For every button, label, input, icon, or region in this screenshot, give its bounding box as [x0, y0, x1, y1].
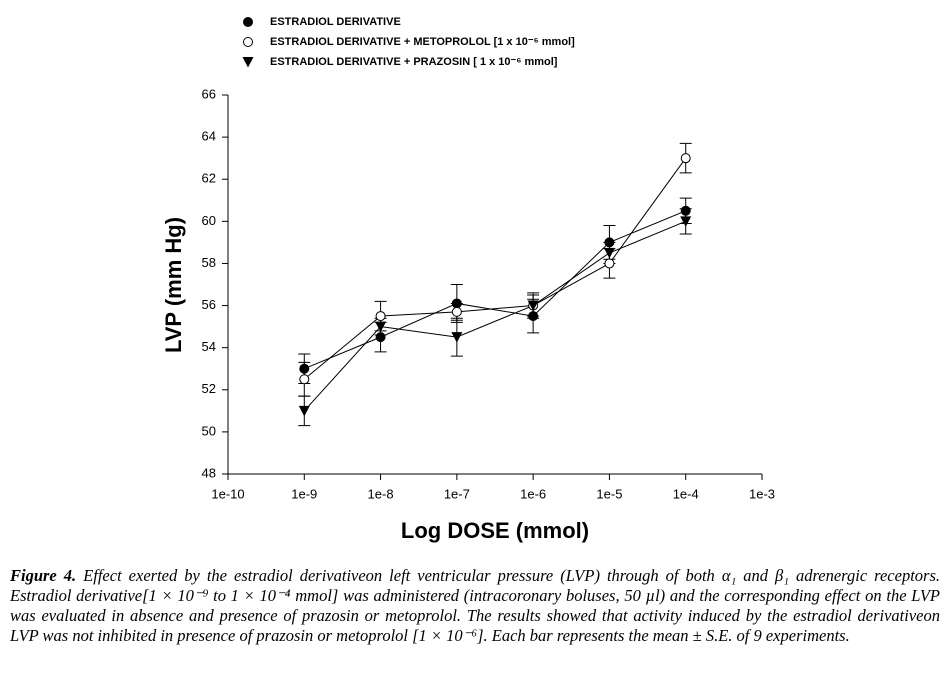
y-tick-label: 66: [202, 86, 216, 101]
marker: [604, 237, 615, 248]
y-tick-label: 56: [202, 297, 216, 312]
marker: [299, 363, 310, 374]
marker: [527, 300, 539, 312]
caption-text: Effect exerted by the estradiol derivati…: [10, 566, 941, 645]
x-tick-label: 1e-5: [596, 486, 622, 501]
y-tick-label: 64: [202, 129, 216, 144]
marker: [375, 332, 386, 343]
marker: [299, 374, 310, 385]
marker: [528, 311, 539, 322]
x-tick-label: 1e-4: [673, 486, 699, 501]
x-axis-label: Log DOSE (mmol): [401, 518, 589, 543]
legend-marker: [242, 57, 254, 68]
legend-label: ESTRADIOL DERIVATIVE + PRAZOSIN [ 1 x 10…: [270, 56, 558, 68]
x-tick-label: 1e-3: [749, 486, 775, 501]
marker: [451, 332, 463, 343]
y-tick-label: 60: [202, 213, 216, 228]
legend-marker: [243, 37, 253, 47]
marker: [603, 247, 615, 259]
x-tick-label: 1e-6: [520, 486, 546, 501]
x-tick-label: 1e-7: [444, 486, 470, 501]
y-tick-label: 50: [202, 423, 216, 438]
caption: Figure 4. Effect exerted by the estradio…: [10, 566, 940, 646]
marker: [375, 311, 386, 322]
marker: [451, 298, 462, 309]
y-axis-label: LVP (mm Hg): [161, 217, 186, 353]
y-tick-label: 58: [202, 255, 216, 270]
legend-label: ESTRADIOL DERIVATIVE: [270, 16, 401, 28]
chart: LVP (mm Hg) Log DOSE (mmol) 48 50 52 54 56 58…: [161, 16, 775, 543]
marker: [451, 306, 462, 317]
x-tick-label: 1e-8: [368, 486, 394, 501]
marker: [680, 216, 692, 227]
y-tick-label: 54: [202, 339, 216, 354]
series-line: [304, 210, 686, 370]
x-tick-label: 1e-10: [211, 486, 244, 501]
series-line: [303, 157, 687, 380]
y-tick-label: 62: [202, 171, 216, 186]
marker: [604, 258, 615, 269]
marker: [680, 205, 691, 216]
marker: [375, 321, 387, 333]
legend-label: ESTRADIOL DERIVATIVE + METOPROLOL [1 x 1…: [270, 36, 575, 48]
y-tick-label: 48: [202, 465, 216, 480]
y-tick-label: 52: [202, 381, 216, 396]
x-tick-label: 1e-9: [291, 486, 317, 501]
marker: [680, 153, 691, 164]
series-line: [303, 220, 686, 412]
caption-label: Figure 4.: [10, 566, 77, 585]
marker: [298, 405, 310, 417]
legend-marker: [243, 17, 253, 27]
